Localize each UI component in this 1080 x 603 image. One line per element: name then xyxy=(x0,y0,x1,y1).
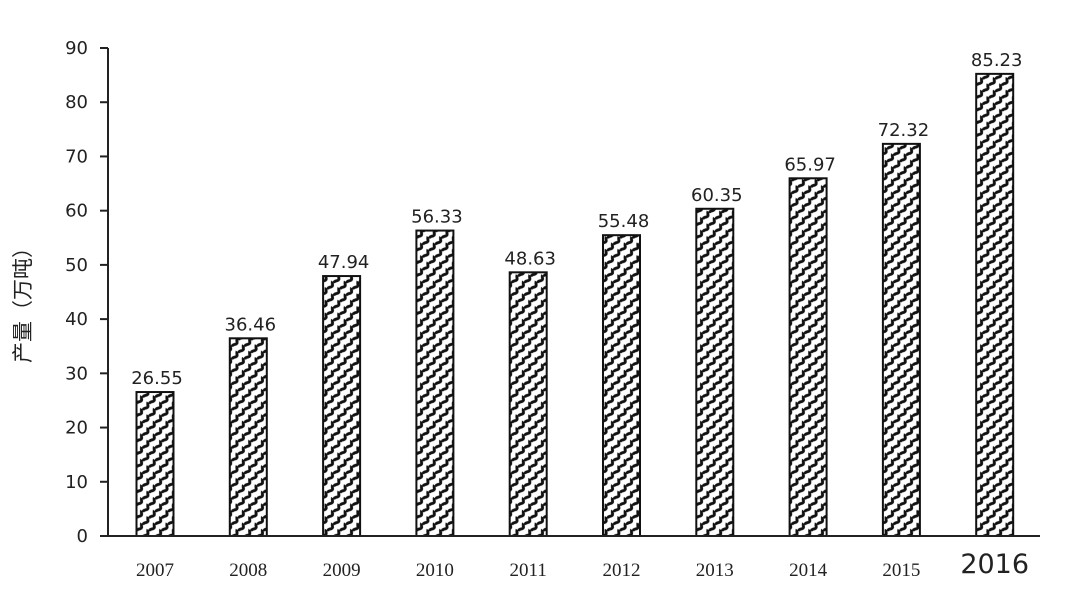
bar-2014 xyxy=(788,177,828,538)
bar-2007 xyxy=(135,391,175,538)
x-tick-label-2015: 2015 xyxy=(882,560,920,581)
data-label-2014: 65.97 xyxy=(784,154,836,175)
x-tick-label-2008: 2008 xyxy=(229,560,267,581)
data-labels: 26.55 36.46 47.94 56.33 48.63 55.48 60.35 65.97… xyxy=(131,50,1022,389)
x-axis-ticks: 2007 2008 2009 2010 2011 2012 2013 2014 2015 2016 xyxy=(136,549,1029,581)
bar-2016 xyxy=(975,72,1015,537)
x-tick-label-2014: 2014 xyxy=(789,560,828,581)
data-label-2011: 48.63 xyxy=(504,248,556,269)
bar-2015 xyxy=(881,142,921,537)
bar-2013 xyxy=(695,207,735,537)
bar-2008 xyxy=(228,337,268,538)
y-axis-ticks: 0 10 20 30 40 50 60 70 80 90 xyxy=(65,38,108,547)
y-axis-title: 产量（万吨） xyxy=(11,237,35,363)
data-label-2009: 47.94 xyxy=(318,252,370,273)
bar-2012 xyxy=(602,234,641,537)
bar-2010 xyxy=(415,229,455,537)
data-label-2013: 60.35 xyxy=(691,185,743,206)
bar-2011 xyxy=(508,271,548,537)
x-tick-label-2007: 2007 xyxy=(136,560,174,581)
bar-2009 xyxy=(322,275,362,537)
y-tick-label: 70 xyxy=(65,146,88,167)
data-label-2015: 72.32 xyxy=(878,120,930,141)
bars xyxy=(135,72,1015,538)
data-label-2016: 85.23 xyxy=(971,50,1023,71)
x-tick-label-2011: 2011 xyxy=(510,560,547,581)
y-tick-label: 90 xyxy=(65,38,88,59)
y-tick-label: 60 xyxy=(65,201,88,222)
x-tick-label-2010: 2010 xyxy=(416,560,454,581)
x-tick-label-2013: 2013 xyxy=(696,560,734,581)
y-tick-label: 20 xyxy=(65,418,88,439)
y-tick-label: 10 xyxy=(65,472,88,493)
data-label-2008: 36.46 xyxy=(225,314,277,335)
y-tick-label: 0 xyxy=(77,526,88,547)
y-tick-label: 80 xyxy=(65,92,88,113)
y-axis-title-group: 产量（万吨） xyxy=(11,237,35,363)
y-tick-label: 50 xyxy=(65,255,88,276)
data-label-2010: 56.33 xyxy=(411,207,463,228)
x-tick-label-2009: 2009 xyxy=(323,560,361,581)
data-label-2012: 55.48 xyxy=(598,211,650,232)
x-tick-label-2016: 2016 xyxy=(960,549,1029,580)
data-label-2007: 26.55 xyxy=(131,368,183,389)
y-tick-label: 40 xyxy=(65,309,88,330)
y-tick-label: 30 xyxy=(65,363,88,384)
x-tick-label-2012: 2012 xyxy=(603,560,641,581)
